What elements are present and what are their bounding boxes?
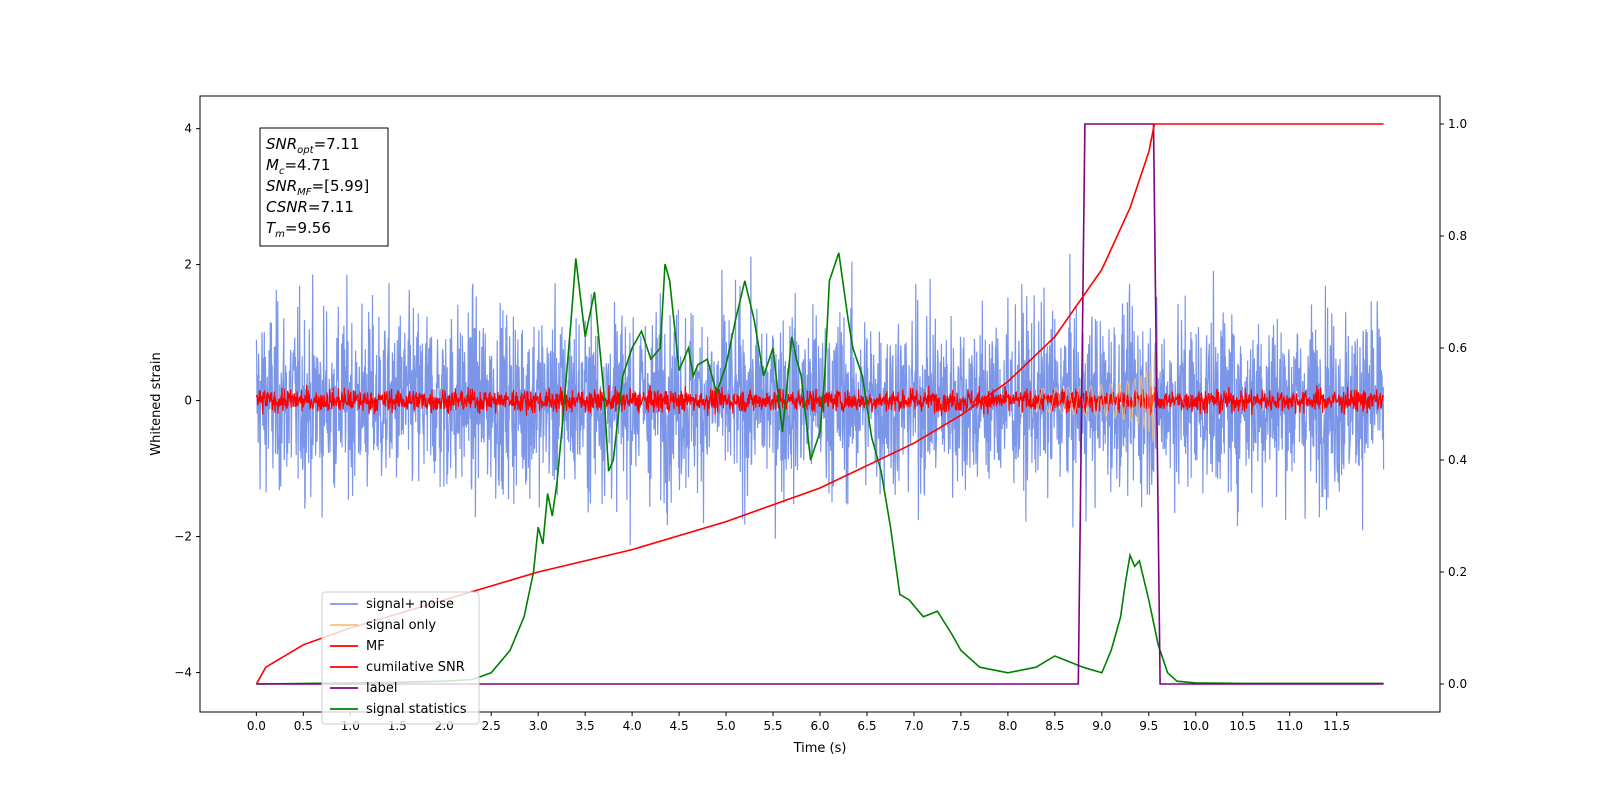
- x-tick-label: 4.5: [670, 719, 689, 733]
- x-tick-label: 5.5: [763, 719, 782, 733]
- annotation-snr-mf: SNRMF=[5.99]: [266, 177, 369, 198]
- series-label: [256, 123, 1384, 685]
- x-tick-label: 7.5: [951, 719, 970, 733]
- x-tick-label: 5.0: [717, 719, 736, 733]
- x-tick-label: 11.5: [1323, 719, 1350, 733]
- x-tick-label: 0.0: [247, 719, 266, 733]
- y-right-tick-label: 0.6: [1448, 341, 1467, 355]
- series-signal-statistics: [256, 252, 1384, 685]
- annotation-box: SNRopt=7.11 Mc=4.71 SNRMF=[5.99] CSNR=7.…: [259, 127, 389, 247]
- x-tick-label: 10.0: [1182, 719, 1209, 733]
- legend: signal+ noise signal only MF cumilative SNR…: [321, 591, 480, 725]
- annotation-snr-opt: SNRopt=7.11: [266, 135, 360, 156]
- x-axis-label: Time (s): [793, 741, 847, 756]
- legend-label: MF: [366, 639, 385, 654]
- annotation-tm: Tm=9.56: [266, 219, 331, 240]
- x-tick-label: 7.0: [904, 719, 923, 733]
- plot-area: [255, 123, 1385, 685]
- y-tick-label: −2: [174, 530, 192, 544]
- annotation-mc: Mc=4.71: [266, 156, 330, 177]
- y-tick-label: 0: [184, 394, 192, 408]
- x-tick-label: 10.5: [1229, 719, 1256, 733]
- legend-label: signal statistics: [366, 702, 467, 717]
- legend-label: label: [366, 681, 397, 696]
- x-tick-label: 6.0: [810, 719, 829, 733]
- legend-label: signal+ noise: [366, 597, 454, 612]
- legend-frame: [321, 591, 480, 725]
- series-mf: [255, 384, 1385, 417]
- y-right-tick-label: 0.8: [1448, 229, 1467, 243]
- x-tick-label: 6.5: [857, 719, 876, 733]
- x-tick-label: 3.5: [576, 719, 595, 733]
- y-axis-label: Whitened strain: [149, 352, 164, 455]
- series-signal-noise: [255, 253, 1385, 546]
- y-tick-label: 2: [184, 258, 192, 272]
- legend-label: cumilative SNR: [366, 660, 465, 675]
- y-tick-label: 4: [184, 122, 192, 136]
- x-tick-label: 3.0: [529, 719, 548, 733]
- annotation-frame: [259, 127, 389, 247]
- y-right-tick-label: 0.4: [1448, 453, 1467, 467]
- x-tick-label: 0.5: [294, 719, 313, 733]
- x-tick-label: 4.0: [623, 719, 642, 733]
- x-tick-label: 9.0: [1092, 719, 1111, 733]
- x-tick-label: 2.5: [482, 719, 501, 733]
- y-right-tick-label: 0.0: [1448, 677, 1467, 691]
- x-tick-label: 8.0: [998, 719, 1017, 733]
- y-right-tick-label: 0.2: [1448, 565, 1467, 579]
- annotation-csnr: CSNR=7.11: [266, 198, 354, 216]
- x-tick-label: 8.5: [1045, 719, 1064, 733]
- y-tick-label: −4: [174, 666, 192, 680]
- legend-label: signal only: [366, 618, 436, 633]
- y-right-tick-label: 1.0: [1448, 117, 1467, 131]
- series-signal-only: [1035, 352, 1155, 442]
- x-tick-label: 9.5: [1139, 719, 1158, 733]
- x-tick-label: 11.0: [1276, 719, 1303, 733]
